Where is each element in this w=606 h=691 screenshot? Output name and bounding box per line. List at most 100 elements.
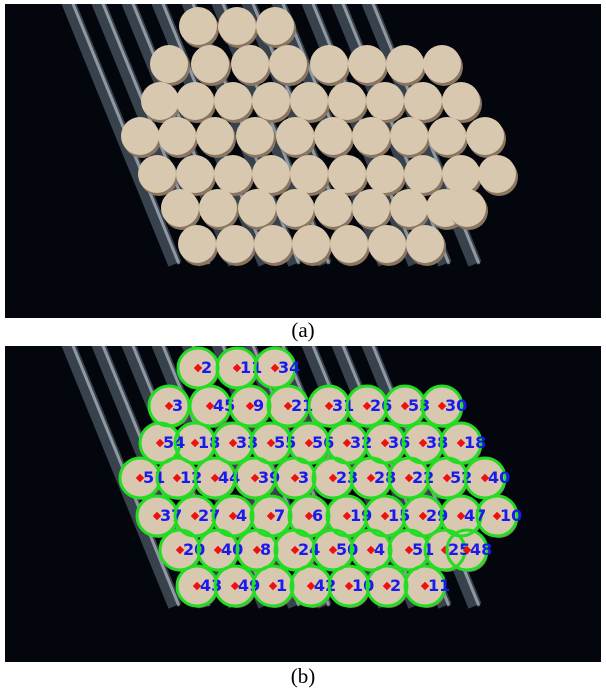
detection-center	[404, 545, 414, 555]
detection-center	[342, 438, 352, 448]
rod-face	[196, 117, 234, 155]
detection-label: 48	[470, 540, 492, 559]
rod-face	[254, 225, 292, 263]
rod-face	[352, 189, 390, 227]
detection-label: 37	[160, 506, 182, 525]
detection-label: 24	[298, 540, 320, 559]
detection-label: 29	[426, 506, 448, 525]
detection-circle	[420, 384, 464, 428]
detection-circle	[311, 456, 355, 500]
detection-circle	[289, 564, 333, 608]
rod-face	[150, 45, 188, 83]
rod-face	[290, 82, 328, 120]
rod-face	[428, 117, 466, 155]
detection-label: 21	[291, 396, 313, 415]
rod-face	[236, 117, 274, 155]
detection-center	[306, 581, 316, 591]
detection-label: 4	[236, 506, 247, 525]
detection-center	[283, 401, 293, 411]
detection-label: 40	[488, 468, 510, 487]
detection-label: 23	[336, 468, 358, 487]
detection-circle	[211, 421, 255, 465]
steel-rod	[61, 4, 182, 267]
detection-label: 2	[390, 576, 401, 595]
detection-label: 10	[352, 576, 374, 595]
rod-face	[216, 225, 254, 263]
rod-face	[158, 117, 196, 155]
detection-label: 9	[253, 396, 264, 415]
rod-face	[368, 225, 406, 263]
detection-center	[382, 581, 392, 591]
detection-center	[456, 438, 466, 448]
detection-center	[342, 511, 352, 521]
rod-face	[141, 82, 179, 120]
detection-label: 20	[183, 540, 205, 559]
detection-circle	[403, 564, 447, 608]
detection-label: 1	[276, 576, 287, 595]
detection-label: 11	[428, 576, 450, 595]
detection-center	[290, 473, 300, 483]
photo-panel-a	[5, 4, 601, 318]
detection-label: 12	[180, 468, 202, 487]
rod-face	[390, 117, 428, 155]
detection-circle	[475, 494, 519, 538]
detection-center	[344, 581, 354, 591]
detection-label: 3	[298, 468, 309, 487]
detection-center	[232, 363, 242, 373]
rod-face	[276, 117, 314, 155]
rod-face	[269, 45, 307, 83]
detection-center	[266, 438, 276, 448]
detection-center	[366, 473, 376, 483]
rod-face	[314, 189, 352, 227]
rod-face	[478, 155, 516, 193]
rod-face	[276, 189, 314, 227]
detection-center	[328, 545, 338, 555]
detection-label: 42	[314, 576, 336, 595]
detection-label: 52	[450, 468, 472, 487]
detection-circle	[345, 384, 389, 428]
detection-label: 30	[445, 396, 467, 415]
rod-face	[292, 225, 330, 263]
detection-circle	[135, 494, 179, 538]
detection-center	[324, 401, 334, 411]
detection-label: 22	[412, 468, 434, 487]
detection-center	[266, 511, 276, 521]
detection-center	[418, 438, 428, 448]
detection-center	[164, 401, 174, 411]
detection-label: 56	[312, 433, 334, 452]
rod-face	[314, 117, 352, 155]
detection-label: 49	[238, 576, 260, 595]
detection-circle	[155, 456, 199, 500]
detection-circle	[383, 384, 427, 428]
detection-circle	[118, 456, 162, 500]
detection-center	[205, 401, 215, 411]
detection-center	[328, 473, 338, 483]
rod-face	[252, 82, 290, 120]
detection-label: 38	[426, 433, 448, 452]
rod-face	[231, 45, 269, 83]
rod-faces	[121, 7, 518, 266]
detection-center	[400, 401, 410, 411]
detection-circle	[253, 346, 297, 390]
detection-circle	[445, 528, 489, 572]
detection-center	[210, 473, 220, 483]
detection-center	[193, 363, 203, 373]
rod-face	[178, 225, 216, 263]
detection-circle	[228, 384, 272, 428]
rod-face	[442, 82, 480, 120]
detection-circle	[349, 456, 393, 500]
rod-face	[176, 82, 214, 120]
detection-label: 34	[278, 358, 300, 377]
detection-center	[437, 401, 447, 411]
detection-center	[190, 438, 200, 448]
detection-label: 32	[350, 433, 372, 452]
rod-face	[199, 189, 237, 227]
detection-circle	[327, 564, 371, 608]
rod-face	[352, 117, 390, 155]
rod-face	[442, 155, 480, 193]
detection-center	[304, 511, 314, 521]
detection-center	[270, 363, 280, 373]
detection-circle	[158, 528, 202, 572]
detection-label: 31	[332, 396, 354, 415]
